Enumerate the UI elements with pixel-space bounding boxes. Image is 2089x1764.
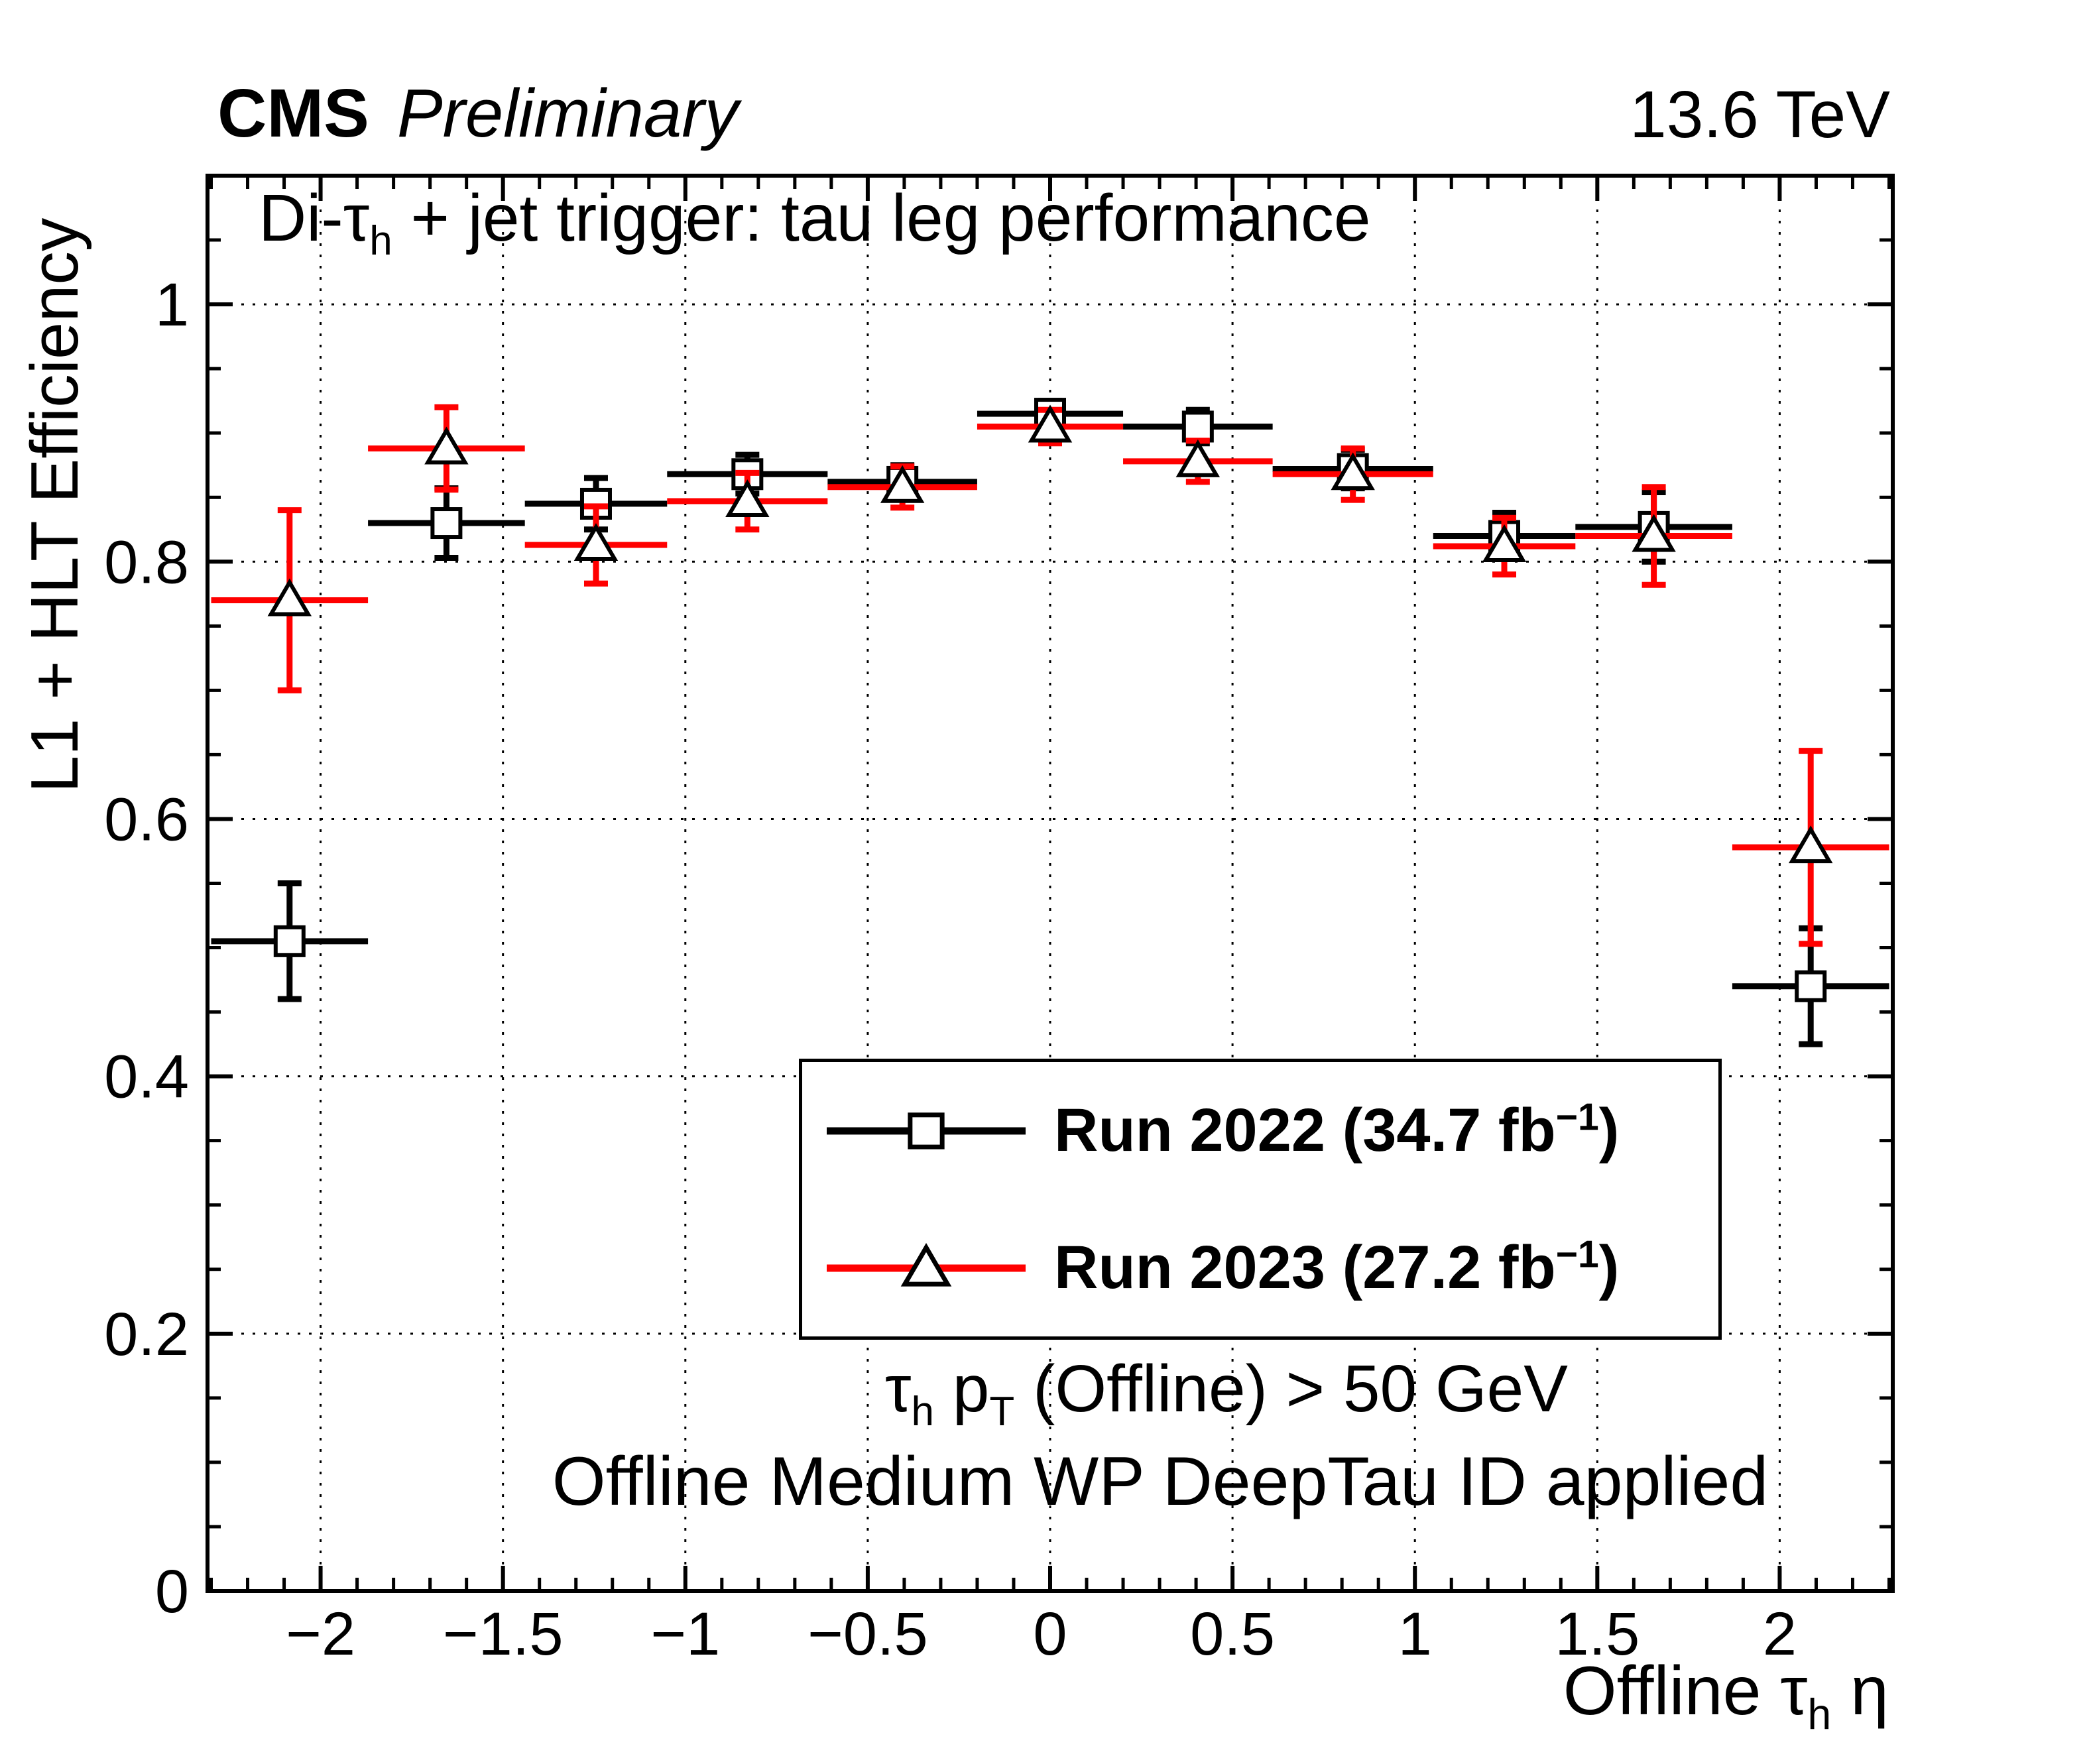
cut-pt-part2: p xyxy=(934,1352,990,1426)
legend-label-2022-text: Run 2022 (34.7 fb xyxy=(1054,1096,1556,1164)
y-axis-title: L1 + HLT Efficiency xyxy=(18,217,92,793)
data-point-marker-triangle xyxy=(573,523,619,561)
x-tick-label: 2 xyxy=(1763,1600,1797,1668)
x-title-part1: Offline τ xyxy=(1563,1653,1808,1730)
legend-marker-2023-triangle-icon xyxy=(827,1242,1026,1287)
header-left: CMS Preliminary xyxy=(217,74,739,152)
legend-label-2023-sup: −1 xyxy=(1555,1233,1599,1276)
x-tick-label: 0 xyxy=(1033,1600,1067,1668)
legend-label-2022-sup: −1 xyxy=(1555,1096,1599,1139)
data-point-marker-triangle xyxy=(1482,524,1527,562)
data-point-marker-triangle xyxy=(1028,404,1073,443)
plot-title-sub: h xyxy=(369,218,392,264)
legend-entry-2022: Run 2022 (34.7 fb−1) xyxy=(802,1062,1718,1199)
data-point-marker-triangle xyxy=(1788,825,1833,864)
data-point-marker-triangle xyxy=(725,479,770,518)
data-point-marker-triangle xyxy=(1175,439,1221,477)
cut-pt-sub1: h xyxy=(911,1389,935,1435)
data-point-marker-triangle xyxy=(880,465,925,503)
data-point-marker-triangle xyxy=(900,1242,952,1287)
x-tick-label: 1.5 xyxy=(1555,1600,1640,1668)
x-axis-title: Offline τh η xyxy=(1563,1652,1889,1735)
data-point-marker-square xyxy=(1181,410,1214,443)
y-tick-label: 0.2 xyxy=(104,1301,189,1368)
data-point-marker-triangle xyxy=(267,578,312,617)
data-point-marker-square xyxy=(908,1112,945,1149)
data-point-marker-triangle xyxy=(1632,514,1676,552)
tick-labels: −2 −1.5 −1 −0.5 0 0.5 1 1.5 2 0 0.2 0.4 0.6 0.8 1 xyxy=(104,271,1797,1668)
x-title-sub: h xyxy=(1807,1690,1832,1738)
cut-pt-part3: (Offline) > 50 GeV xyxy=(1014,1352,1568,1426)
cut-pt-sub2: T xyxy=(989,1389,1015,1435)
series-errorbars-0 xyxy=(211,398,1889,1047)
plot-title-part1: Di-τ xyxy=(259,181,370,255)
cut-pt-part1: τ xyxy=(885,1352,912,1426)
data-point-marker-triangle xyxy=(1331,452,1375,491)
x-tick-label: 0.5 xyxy=(1190,1600,1275,1668)
y-tick-label: 0 xyxy=(155,1558,189,1625)
legend-label-2023-close: ) xyxy=(1598,1234,1620,1301)
plot-title: Di-τh + jet trigger: tau leg performance xyxy=(259,180,1371,262)
preliminary-label: Preliminary xyxy=(396,75,739,151)
legend: Run 2022 (34.7 fb−1) Run 2023 (27.2 fb−1… xyxy=(799,1059,1722,1340)
x-title-part2: η xyxy=(1831,1653,1889,1730)
x-tick-label: −1 xyxy=(650,1600,720,1668)
energy-label: 13.6 TeV xyxy=(1630,78,1890,152)
legend-label-2022: Run 2022 (34.7 fb−1) xyxy=(1054,1096,1619,1165)
data-point-marker-square xyxy=(430,507,463,540)
y-tick-label: 1 xyxy=(155,271,189,339)
x-tick-label: −1.5 xyxy=(443,1600,564,1668)
cms-label: CMS xyxy=(217,75,369,151)
series-markers-1 xyxy=(267,404,1833,864)
y-tick-label: 0.8 xyxy=(104,528,189,596)
selection-cut-pt: τh pT (Offline) > 50 GeV xyxy=(802,1351,1651,1433)
y-tick-label: 0.4 xyxy=(104,1043,189,1111)
data-point-marker-triangle xyxy=(424,426,469,465)
legend-label-2022-close: ) xyxy=(1598,1096,1620,1164)
legend-label-2023-text: Run 2023 (27.2 fb xyxy=(1054,1234,1556,1301)
x-tick-label: 1 xyxy=(1398,1600,1432,1668)
plot-title-part2: + jet trigger: tau leg performance xyxy=(392,181,1371,255)
data-point-marker-square xyxy=(273,925,306,957)
axis-ticks xyxy=(208,176,1893,1593)
data-point-marker-square xyxy=(1795,970,1827,1002)
x-tick-label: −2 xyxy=(286,1600,355,1668)
legend-label-2023: Run 2023 (27.2 fb−1) xyxy=(1054,1233,1619,1303)
axis-minor-ticks xyxy=(208,174,1893,1591)
plot-frame xyxy=(206,174,1895,1593)
y-tick-label: 0.6 xyxy=(104,786,189,853)
legend-marker-2022-square-icon xyxy=(827,1112,1026,1149)
selection-cut-id: Offline Medium WP DeepTau ID applied xyxy=(552,1443,1769,1520)
legend-entry-2023: Run 2023 (27.2 fb−1) xyxy=(802,1199,1718,1336)
x-tick-label: −0.5 xyxy=(807,1600,928,1668)
